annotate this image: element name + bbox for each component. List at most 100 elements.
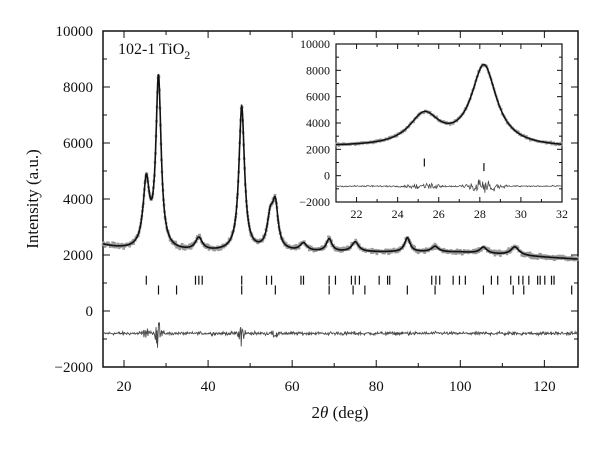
calculated-line (336, 63, 562, 146)
observed-point (509, 249, 513, 253)
observed-point (294, 244, 298, 247)
observed-point (283, 243, 286, 247)
observed-point (528, 251, 532, 255)
x-tick-label: 30 (515, 207, 527, 221)
main-difference-curve (102, 321, 579, 348)
observed-point (386, 248, 390, 252)
observed-point (259, 238, 262, 241)
y-tick-label: 0 (324, 169, 330, 183)
observed-point (321, 245, 324, 248)
observed-point (342, 246, 345, 250)
observed-point (487, 247, 491, 250)
observed-point (372, 141, 375, 145)
x-tick-label: 100 (449, 379, 472, 395)
inset-calculated-curve (336, 63, 562, 146)
observed-point (354, 238, 357, 242)
observed-point (493, 253, 497, 257)
y-tick-label: 4000 (63, 192, 93, 208)
observed-point (412, 120, 415, 124)
observed-point (338, 247, 342, 250)
observed-point (530, 256, 534, 259)
observed-point (554, 257, 558, 261)
y-tick-label: 2000 (306, 142, 330, 156)
observed-point (539, 253, 543, 256)
observed-point (273, 193, 277, 197)
observed-point (452, 122, 455, 125)
observed-point (413, 245, 416, 249)
observed-point (297, 246, 301, 250)
y-tick-label: −2000 (55, 360, 93, 376)
observed-point (335, 246, 339, 249)
observed-point (374, 249, 378, 252)
observed-point (187, 246, 191, 250)
observed-point (476, 250, 479, 254)
observed-point (255, 238, 259, 242)
observed-point (560, 143, 563, 147)
x-tick-label: 28 (474, 207, 486, 221)
observed-point (566, 258, 570, 262)
observed-point (532, 256, 535, 260)
observed-point (451, 252, 454, 255)
x-tick-label: 60 (285, 379, 300, 395)
observed-point (397, 247, 400, 250)
observed-point (549, 140, 553, 143)
observed-point (284, 241, 288, 245)
observed-point (207, 248, 211, 251)
main-calculated-curve (102, 74, 578, 260)
observed-point (422, 248, 425, 251)
y-tick-label: 10000 (300, 37, 330, 51)
observed-point (381, 251, 385, 255)
observed-point (196, 235, 199, 238)
observed-point (516, 246, 520, 250)
observed-point (507, 247, 511, 251)
x-tick-label: 24 (392, 207, 404, 221)
observed-point (324, 245, 328, 248)
observed-point (403, 129, 407, 132)
x-axis-title: 2θ (deg) (312, 403, 369, 422)
main-y-axis: −2000 0 2000 4000 6000 8000 10000 (55, 24, 578, 376)
observed-point (375, 252, 379, 256)
observed-point (213, 248, 217, 252)
observed-point (544, 142, 548, 145)
observed-point (337, 142, 340, 145)
observed-point (435, 115, 438, 118)
observed-point (561, 254, 565, 258)
observed-point (281, 238, 285, 241)
observed-point (178, 247, 181, 251)
y-tick-label: 8000 (63, 80, 93, 96)
observed-point (132, 242, 136, 245)
x-tick-label: 22 (351, 207, 363, 221)
main-plot: 20 40 60 80 100 120 −200002000400060008000100… (23, 24, 579, 422)
observed-point (533, 256, 537, 260)
y-tick-label: −2000 (299, 195, 330, 209)
observed-point (495, 250, 499, 254)
x-tick-label: 20 (117, 379, 132, 395)
x-tick-label: 32 (556, 207, 568, 221)
observed-point (364, 247, 367, 251)
observed-point (261, 239, 264, 243)
observed-point (198, 234, 202, 237)
y-tick-label: 6000 (63, 136, 93, 152)
observed-point (122, 247, 125, 250)
observed-point (131, 240, 134, 243)
observed-point (387, 252, 390, 255)
observed-point (455, 248, 459, 252)
observed-point (525, 135, 528, 138)
observed-point (445, 121, 448, 124)
observed-point (207, 244, 210, 247)
observed-point (183, 248, 187, 251)
observed-point (212, 248, 215, 252)
observed-point (174, 240, 177, 244)
observed-point (543, 254, 546, 257)
observed-point (291, 245, 294, 249)
observed-point (111, 241, 114, 244)
observed-point (181, 247, 185, 251)
observed-point (217, 248, 220, 252)
inset-reflection-markers (423, 158, 485, 172)
inset-y-axis: −2000 0 2000 4000 6000 8000 10000 (299, 37, 562, 209)
observed-point (347, 247, 351, 251)
observed-point (527, 253, 531, 256)
observed-point (510, 245, 514, 249)
observed-point (556, 254, 560, 258)
